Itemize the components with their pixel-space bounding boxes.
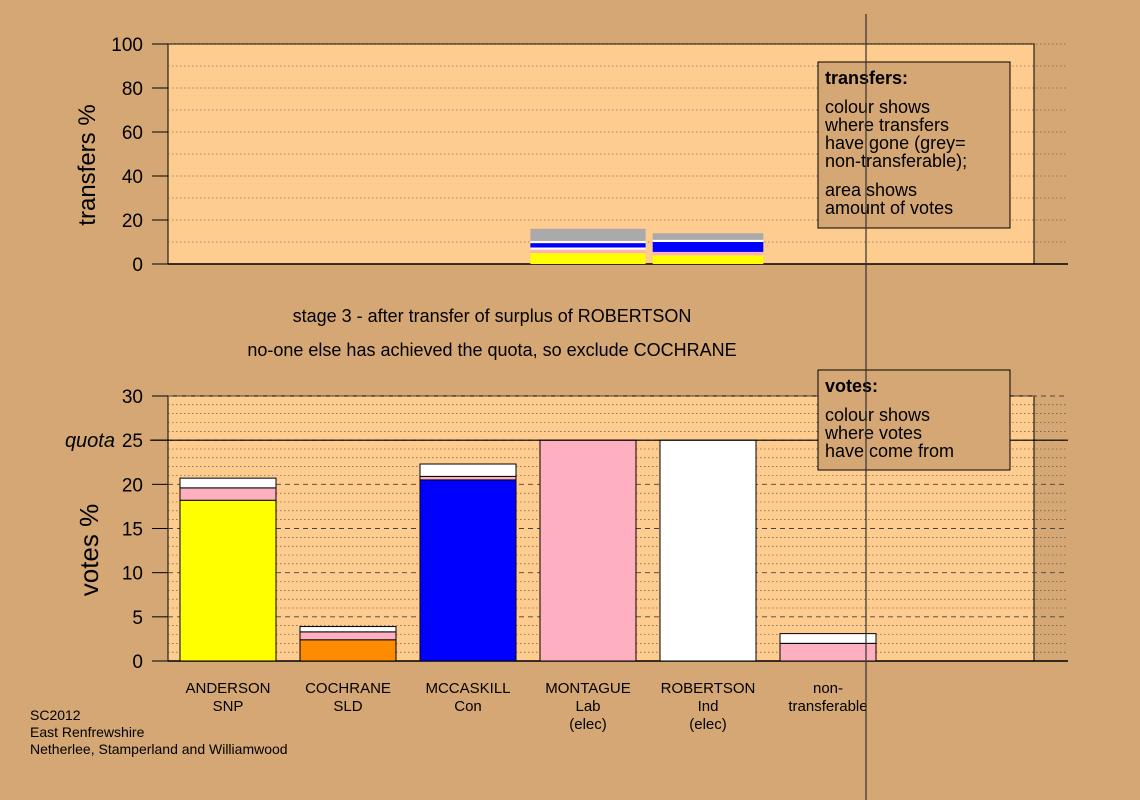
footer-line: SC2012 xyxy=(30,707,81,723)
votes-legend-box xyxy=(817,369,1011,471)
quota-label: quota xyxy=(65,430,115,452)
category-label: Lab xyxy=(575,698,600,715)
vote-bar-segment xyxy=(419,463,517,477)
votes-legend-line: have come from xyxy=(825,441,954,461)
vote-bar-segment xyxy=(179,487,277,501)
transfers-legend-line: amount of votes xyxy=(825,198,953,218)
transfers-bars xyxy=(530,228,764,264)
transfers-legend-line: where transfers xyxy=(824,115,949,135)
transfer-bar-segment xyxy=(652,239,764,242)
vote-bar-segment xyxy=(779,642,877,662)
stage-instruction: no-one else has achieved the quota, so e… xyxy=(247,340,736,360)
category-label: (elec) xyxy=(569,716,607,733)
vote-bar-segment xyxy=(299,639,397,662)
transfers-legend-line: have gone (grey= xyxy=(825,133,966,153)
votes-bars xyxy=(179,439,877,662)
y-tick-label: 20 xyxy=(122,211,143,232)
y-tick-label: 30 xyxy=(122,387,143,408)
footer-line: Netherlee, Stamperland and Williamwood xyxy=(30,741,288,757)
vote-bar-segment xyxy=(179,477,277,489)
vote-bar-segment xyxy=(659,439,757,662)
transfer-bar-segment xyxy=(530,243,646,248)
transfer-bar-segment xyxy=(652,251,764,256)
footer-line: East Renfrewshire xyxy=(30,724,145,740)
vote-bar-segment xyxy=(179,499,277,662)
y-tick-label: 25 xyxy=(122,431,143,452)
category-label: MCCASKILL xyxy=(425,680,510,697)
votes-legend-line: colour shows xyxy=(825,405,930,425)
vote-bar-segment xyxy=(299,631,397,641)
vote-bar-segment xyxy=(779,633,877,644)
transfers-legend-box xyxy=(817,61,1011,229)
stage-description: stage 3 - after transfer of surplus of R… xyxy=(293,306,692,326)
vote-bar-segment xyxy=(419,479,517,662)
transfer-bar-segment xyxy=(652,255,764,264)
y-tick-label: 5 xyxy=(132,608,143,629)
y-tick-label: 0 xyxy=(132,255,143,276)
vote-bar-segment xyxy=(539,439,637,662)
transfers-y-ticks: 0 20 40 60 80 100 xyxy=(111,35,168,276)
votes-legend-line: where votes xyxy=(824,423,922,443)
category-label: (elec) xyxy=(689,716,727,733)
transfer-bar-segment xyxy=(530,228,646,241)
transfers-legend-line: area shows xyxy=(825,180,917,200)
y-tick-label: 80 xyxy=(122,79,143,100)
y-tick-label: 10 xyxy=(122,564,143,585)
votes-legend-title: votes: xyxy=(825,376,878,396)
transfers-legend-line: colour shows xyxy=(825,97,930,117)
y-tick-label: 20 xyxy=(122,475,143,496)
votes-y-axis-label: votes % xyxy=(74,504,104,597)
transfer-bar-segment xyxy=(652,242,764,252)
category-label: ROBERTSON xyxy=(661,680,756,697)
category-label: SLD xyxy=(333,698,362,715)
category-label: non- xyxy=(813,680,843,697)
transfers-y-axis-label: transfers % xyxy=(74,104,101,225)
y-tick-label: 60 xyxy=(122,123,143,144)
votes-y-ticks: 0 5 10 15 20 25 30 xyxy=(122,387,168,673)
category-label: COCHRANE xyxy=(305,680,391,697)
y-tick-label: 100 xyxy=(111,35,143,56)
category-label: Ind xyxy=(698,698,719,715)
votes-legend: votes: colour shows where votes have com… xyxy=(817,369,1011,471)
category-label: MONTAGUE xyxy=(545,680,631,697)
y-tick-label: 40 xyxy=(122,167,143,188)
category-label: SNP xyxy=(213,698,244,715)
transfers-panel: 0 20 40 60 80 100 transfers % transfers: colo… xyxy=(74,35,1068,276)
category-label: transferable xyxy=(788,698,867,715)
y-tick-label: 0 xyxy=(132,652,143,673)
transfers-legend: transfers: colour shows where transfers … xyxy=(817,61,1011,229)
category-label: ANDERSON xyxy=(185,680,270,697)
category-label: Con xyxy=(454,698,482,715)
y-tick-label: 15 xyxy=(122,520,143,541)
transfer-bar-segment xyxy=(530,247,646,250)
transfer-bar-segment xyxy=(652,233,764,240)
vote-bar-segment xyxy=(299,626,397,633)
transfers-legend-line: non-transferable); xyxy=(825,151,967,171)
transfer-bar-segment xyxy=(530,249,646,253)
transfer-bar-segment xyxy=(530,253,646,264)
transfer-bar-segment xyxy=(530,240,646,244)
vote-bar-segment xyxy=(419,475,517,481)
